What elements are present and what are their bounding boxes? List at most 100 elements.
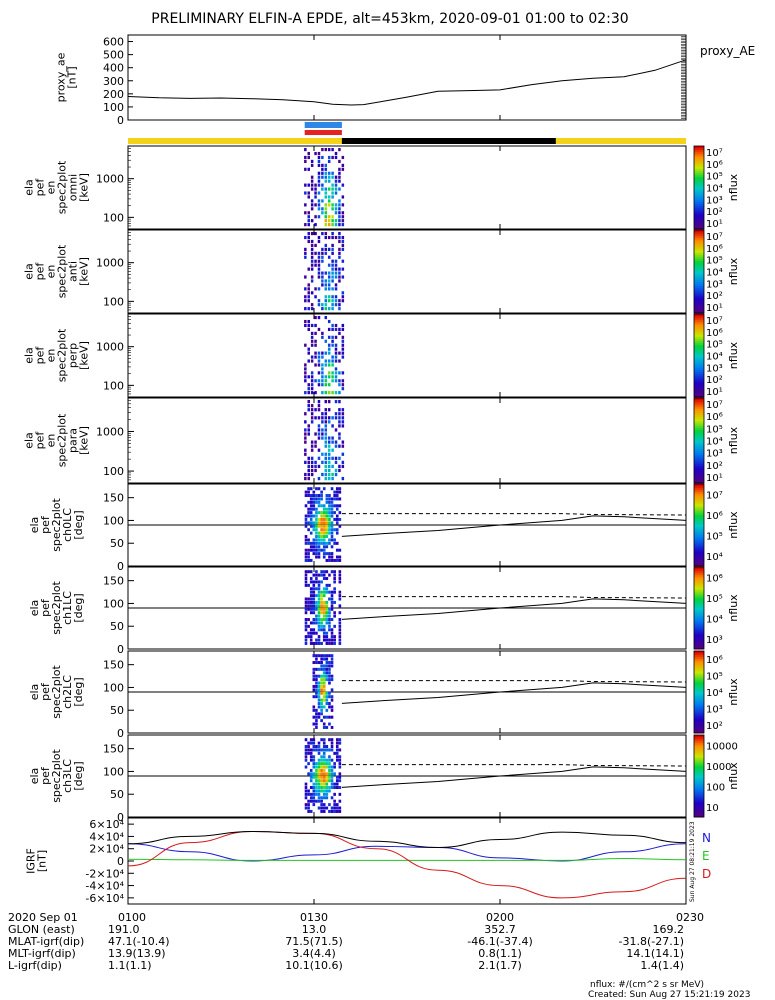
- spectrogram-pixel: [324, 400, 328, 404]
- pitch-angle-pixel: [312, 490, 316, 494]
- pitch-angle-pixel: [338, 490, 342, 494]
- pitch-angle-pixel: [315, 725, 318, 729]
- spectrogram-pixel: [327, 460, 331, 464]
- colorbar-tick-label: 10: [706, 803, 719, 814]
- pitch-angle-pixel: [322, 548, 326, 552]
- spectrogram-pixel: [341, 267, 345, 271]
- spectrogram-pixel: [327, 263, 331, 267]
- colorbar-segment: [694, 601, 704, 605]
- pitch-angle-pixel: [322, 573, 326, 577]
- colorbar-segment: [694, 146, 704, 149]
- spectrogram-pixel: [321, 375, 324, 379]
- colorbar-segment: [694, 367, 704, 371]
- y-tick-label: 0: [117, 114, 124, 127]
- pitch-angle-pixel: [317, 614, 321, 618]
- pitch-angle-pixel: [304, 755, 308, 759]
- colorbar-segment: [694, 557, 704, 561]
- pitch-angle-pixel: [312, 583, 316, 587]
- pitch-angle-pixel: [325, 583, 329, 587]
- spectrogram-pixel: [307, 307, 310, 311]
- pitch-angle-pixel: [317, 695, 321, 699]
- colorbar-segment: [694, 720, 704, 724]
- spectrogram-pixel: [321, 412, 324, 416]
- spectrogram-pixel: [310, 163, 314, 167]
- loss-cone-line: [341, 515, 687, 537]
- pitch-angle-pixel: [307, 806, 310, 810]
- pitch-angle-pixel: [307, 624, 310, 628]
- pitch-angle-pixel: [322, 786, 326, 790]
- spectrogram-pixel: [304, 428, 307, 432]
- spectrogram-pixel: [321, 428, 324, 432]
- pitch-angle-pixel: [317, 607, 321, 611]
- panel-pa_ch1: elapefspec2plotch1LC[deg]05010015010³10⁴…: [28, 566, 740, 656]
- pitch-angle-pixel: [320, 705, 323, 709]
- x-tick-label: 0100: [118, 911, 146, 924]
- colorbar-segment: [694, 765, 704, 769]
- spectrogram-pixel: [307, 211, 310, 215]
- spectrogram-pixel: [324, 175, 328, 179]
- spectrogram-pixel: [314, 263, 317, 267]
- pitch-angle-pixel: [309, 597, 313, 601]
- colorbar-segment: [694, 242, 704, 246]
- pitch-angle-pixel: [304, 538, 308, 542]
- colorbar-label: nflux: [727, 426, 740, 454]
- pitch-angle-pixel: [320, 535, 323, 539]
- spectrogram-pixel: [324, 452, 328, 456]
- spectrogram-pixel: [334, 347, 338, 351]
- y-label-line: pef: [34, 346, 47, 365]
- colorbar-segment: [694, 710, 704, 713]
- pitch-angle-pixel: [304, 580, 308, 584]
- colorbar-tick-label: 10²: [706, 291, 723, 302]
- pitch-angle-pixel: [315, 695, 318, 699]
- colorbar-segment: [694, 185, 704, 188]
- colorbar-segment: [694, 277, 704, 281]
- spectrogram-pixel: [334, 271, 338, 275]
- spectrogram-pixel: [331, 424, 334, 428]
- spectrogram-pixel: [314, 391, 317, 395]
- colorbar-segment: [694, 722, 704, 726]
- pitch-angle-pixel: [309, 768, 313, 772]
- spectrogram-pixel: [327, 287, 331, 291]
- colorbar-segment: [694, 698, 704, 701]
- pitch-angle-pixel: [328, 667, 331, 671]
- pitch-angle-pixel: [304, 618, 308, 622]
- pitch-angle-pixel: [325, 748, 329, 752]
- spectrogram-pixel: [321, 183, 324, 187]
- colorbar-segment: [694, 581, 704, 584]
- spectrogram-pixel: [324, 412, 328, 416]
- spectrogram-pixel: [314, 464, 317, 469]
- pitch-angle-pixel: [333, 641, 336, 645]
- pitch-angle-pixel: [328, 654, 331, 658]
- spectrogram-pixel: [317, 448, 321, 452]
- colorbar-segment: [694, 390, 704, 394]
- spectrogram-pixel: [304, 191, 307, 195]
- spectrogram-pixel: [310, 159, 314, 164]
- y-label-line: pef: [34, 262, 47, 281]
- pitch-angle-pixel: [322, 789, 326, 793]
- pitch-angle-pixel: [312, 765, 316, 769]
- pitch-angle-pixel: [328, 607, 331, 611]
- spectrogram-pixel: [341, 440, 345, 444]
- spectrogram-pixel: [304, 412, 307, 416]
- y-label-line: ela: [23, 179, 36, 196]
- pitch-angle-pixel: [338, 641, 342, 645]
- colorbar-segment: [694, 199, 704, 203]
- pitch-angle-pixel: [317, 555, 321, 559]
- pitch-angle-pixel: [317, 624, 321, 628]
- pitch-angle-pixel: [338, 792, 342, 796]
- colorbar-segment: [694, 210, 704, 213]
- spectrogram-pixel: [324, 476, 328, 481]
- pitch-angle-pixel: [320, 779, 323, 783]
- colorbar-segment: [694, 343, 704, 346]
- spectrogram-pixel: [317, 251, 321, 255]
- spectrogram-pixel: [334, 295, 338, 299]
- pitch-angle-pixel: [315, 762, 318, 766]
- colorbar-segment: [694, 275, 704, 279]
- spectrogram-pixel: [314, 363, 317, 367]
- pitch-angle-pixel: [317, 494, 321, 498]
- spectrogram-pixel: [327, 175, 331, 179]
- pitch-angle-pixel: [338, 577, 342, 581]
- spectrogram-pixel: [324, 464, 328, 469]
- pitch-angle-pixel: [320, 702, 323, 706]
- spectrogram-pixel: [310, 460, 314, 464]
